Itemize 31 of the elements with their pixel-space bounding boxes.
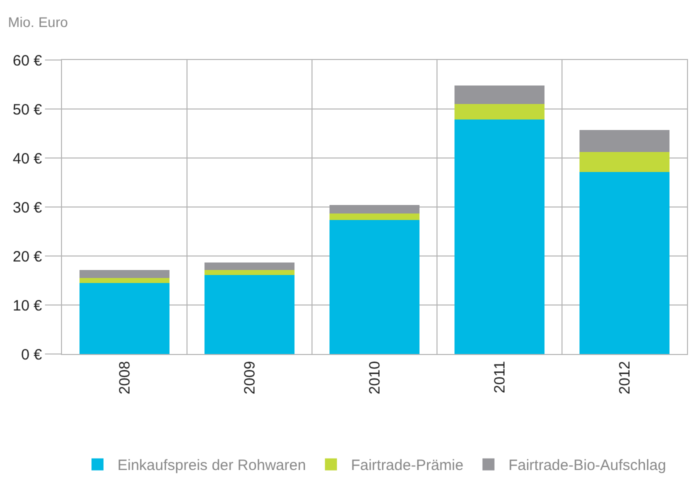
bar — [80, 282, 170, 354]
y-tick-label: 40 € — [12, 150, 43, 168]
y-tick-label: 20 € — [12, 248, 43, 266]
bar — [204, 270, 294, 276]
bar — [204, 275, 294, 354]
bar — [580, 130, 670, 152]
y-tick-label: 30 € — [12, 199, 43, 216]
bar — [204, 262, 294, 270]
legend-label: Fairtrade-Bio-Aufschlag — [508, 457, 666, 474]
legend-label: Einkaufspreis der Rohwaren — [118, 457, 306, 474]
bar — [454, 119, 544, 354]
y-tick-label: 10 € — [12, 297, 43, 314]
legend-label: Fairtrade-Prämie — [350, 457, 464, 474]
x-tick-label: 2010 — [366, 361, 384, 394]
bar — [330, 205, 420, 214]
bar — [80, 270, 170, 278]
bar — [580, 152, 670, 172]
bar — [454, 85, 544, 104]
x-tick-label: 2009 — [241, 361, 258, 394]
bar — [330, 220, 420, 354]
bar — [580, 172, 670, 354]
x-tick-label: 2008 — [116, 361, 134, 394]
y-tick-label: 0 € — [21, 346, 43, 364]
bar — [454, 104, 544, 120]
y-tick-label: 50 € — [12, 101, 43, 118]
x-tick-label: 2012 — [616, 361, 634, 394]
y-tick-label: 60 € — [12, 52, 43, 70]
bar — [80, 278, 170, 283]
y-axis-title: Mio. Euro — [8, 14, 68, 30]
bar — [330, 213, 420, 220]
x-tick-label: 2011 — [491, 361, 508, 394]
